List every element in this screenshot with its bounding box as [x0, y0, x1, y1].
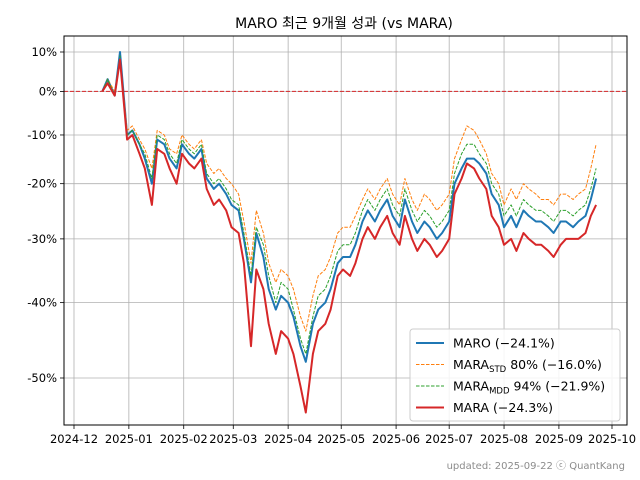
x-tick-label: 2025-05: [317, 432, 365, 446]
legend-label-mara: MARA (−24.3%): [453, 400, 553, 415]
y-tick-label: -20%: [27, 177, 57, 191]
legend-main-text: MARA: [453, 357, 490, 372]
legend-main-text: MARO (−24.1%): [453, 336, 555, 351]
legend-main-text: MARA: [453, 379, 490, 394]
x-tick-label: 2025-07: [425, 432, 473, 446]
plot-frame: [63, 35, 628, 426]
legend-label-maro: MARO (−24.1%): [453, 336, 555, 351]
y-tick-label: -30%: [27, 232, 57, 246]
y-tick-label: -10%: [27, 128, 57, 142]
footer-credit: updated: 2025-09-22 ⓒ QuantKang: [447, 460, 625, 472]
x-tick-label: 2025-10: [588, 432, 636, 446]
legend-tail-text: 94% (−21.9%): [510, 379, 606, 394]
chart-title: MARO 최근 9개월 성과 (vs MARA): [235, 16, 453, 32]
legend-main-text: MARA (−24.3%): [453, 400, 553, 415]
legend-box: [409, 328, 621, 422]
x-tick-label: 2025-03: [209, 432, 257, 446]
y-tick-label: -40%: [27, 296, 57, 310]
series-line-maro: [101, 51, 598, 363]
x-tick-label: 2025-04: [264, 432, 312, 446]
y-tick-label: -50%: [27, 371, 57, 385]
series-line-mara: [101, 58, 598, 414]
legend-tail-text: 80% (−16.0%): [506, 357, 602, 372]
legend-subscript: STD: [489, 365, 507, 375]
series-layer: [101, 51, 598, 414]
x-axis-ticks: 2024-12 2025-01 2025-02 2025-03 2025-04 2025-…: [50, 425, 636, 446]
x-tick-label: 2025-08: [480, 432, 528, 446]
y-axis-ticks: 10% 0% -10% -20% -30% -40% -50%: [27, 45, 64, 385]
grid: [64, 36, 627, 425]
legend-subscript: MDD: [489, 387, 510, 397]
series-line-mara-std: [101, 59, 597, 332]
legend: MARO (−24.1%)MARASTD 80% (−16.0%)MARAMDD…: [409, 328, 621, 422]
legend-label-mara-mdd: MARAMDD 94% (−21.9%): [453, 379, 605, 397]
x-tick-label: 2025-02: [160, 432, 208, 446]
x-tick-label: 2025-09: [535, 432, 583, 446]
series-line-mara-mdd: [101, 55, 597, 355]
x-tick-label: 2025-01: [105, 432, 153, 446]
y-tick-label: 10%: [31, 45, 57, 59]
x-tick-label: 2024-12: [50, 432, 98, 446]
x-tick-label: 2025-06: [372, 432, 420, 446]
legend-label-mara-std: MARASTD 80% (−16.0%): [453, 357, 602, 375]
y-tick-label: 0%: [39, 84, 57, 98]
